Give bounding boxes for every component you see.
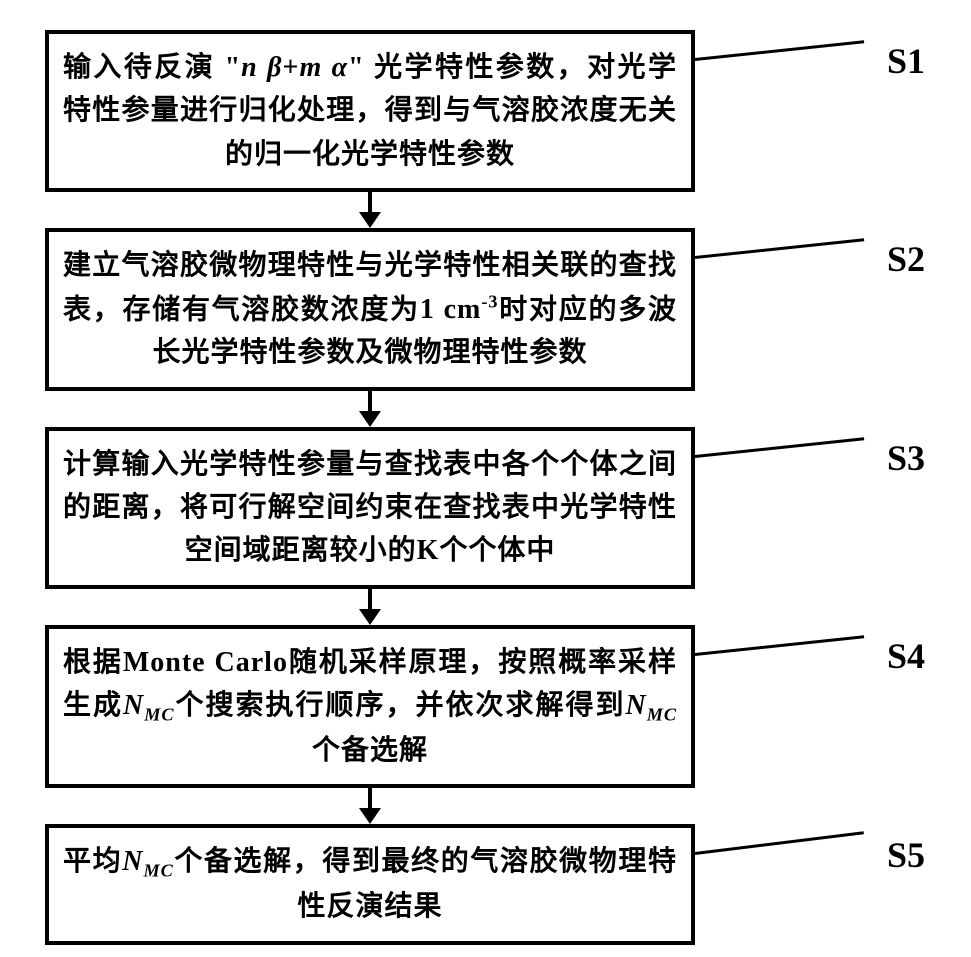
step-box-s2: 建立气溶胶微物理特性与光学特性相关联的查找表，存储有气溶胶数浓度为1 cm-3时… bbox=[45, 228, 695, 391]
connector-line bbox=[695, 40, 864, 61]
connector-line bbox=[695, 437, 864, 458]
step-text: 计算输入光学特性参量与查找表中各个个体之间的距离，将可行解空间约束在查找表中光学… bbox=[63, 443, 677, 573]
step-text: 建立气溶胶微物理特性与光学特性相关联的查找表，存储有气溶胶数浓度为1 cm-3时… bbox=[63, 244, 677, 375]
step-row-s5: 平均NMC个备选解，得到最终的气溶胶微物理特性反演结果 S5 bbox=[45, 824, 925, 944]
step-label-s5: S5 bbox=[887, 834, 925, 876]
step-text: 根据Monte Carlo随机采样原理，按照概率采样生成NMC个搜索执行顺序，并… bbox=[63, 641, 677, 773]
step-label-s4: S4 bbox=[887, 635, 925, 677]
step-box-s3: 计算输入光学特性参量与查找表中各个个体之间的距离，将可行解空间约束在查找表中光学… bbox=[45, 427, 695, 589]
arrow-down-icon bbox=[45, 788, 695, 824]
arrow-shaft bbox=[368, 788, 372, 810]
connector-line bbox=[695, 635, 864, 656]
connector-line bbox=[695, 832, 864, 856]
step-box-s5: 平均NMC个备选解，得到最终的气溶胶微物理特性反演结果 bbox=[45, 824, 695, 944]
step-row-s4: 根据Monte Carlo随机采样原理，按照概率采样生成NMC个搜索执行顺序，并… bbox=[45, 625, 925, 789]
arrow-head bbox=[359, 212, 381, 228]
arrow-down-icon bbox=[45, 192, 695, 228]
step-label-s3: S3 bbox=[887, 437, 925, 479]
step-row-s3: 计算输入光学特性参量与查找表中各个个体之间的距离，将可行解空间约束在查找表中光学… bbox=[45, 427, 925, 589]
arrow-shaft bbox=[368, 589, 372, 611]
step-row-s1: 输入待反演 "n β+m α" 光学特性参数，对光学特性参量进行归化处理，得到与… bbox=[45, 30, 925, 192]
arrow-shaft bbox=[368, 192, 372, 214]
connector-line bbox=[695, 238, 864, 259]
arrow-shaft bbox=[368, 391, 372, 413]
arrow-head bbox=[359, 808, 381, 824]
flowchart-container: 输入待反演 "n β+m α" 光学特性参数，对光学特性参量进行归化处理，得到与… bbox=[45, 30, 925, 945]
step-label-s2: S2 bbox=[887, 238, 925, 280]
step-text: 平均NMC个备选解，得到最终的气溶胶微物理特性反演结果 bbox=[63, 840, 677, 928]
arrow-down-icon bbox=[45, 391, 695, 427]
arrow-head bbox=[359, 411, 381, 427]
step-text: 输入待反演 "n β+m α" 光学特性参数，对光学特性参量进行归化处理，得到与… bbox=[63, 46, 677, 176]
step-row-s2: 建立气溶胶微物理特性与光学特性相关联的查找表，存储有气溶胶数浓度为1 cm-3时… bbox=[45, 228, 925, 391]
arrow-head bbox=[359, 609, 381, 625]
step-box-s1: 输入待反演 "n β+m α" 光学特性参数，对光学特性参量进行归化处理，得到与… bbox=[45, 30, 695, 192]
step-box-s4: 根据Monte Carlo随机采样原理，按照概率采样生成NMC个搜索执行顺序，并… bbox=[45, 625, 695, 789]
step-label-s1: S1 bbox=[887, 40, 925, 82]
arrow-down-icon bbox=[45, 589, 695, 625]
